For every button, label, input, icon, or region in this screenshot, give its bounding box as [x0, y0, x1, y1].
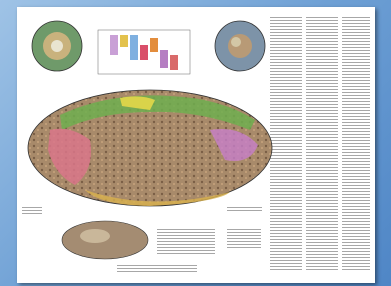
index-map — [62, 221, 148, 259]
page — [0, 0, 391, 286]
north-polar-map — [32, 21, 82, 71]
correlation-chart — [98, 30, 190, 74]
map-graphics — [0, 0, 391, 286]
south-polar-map — [215, 21, 265, 71]
global-geologic-map — [28, 90, 272, 206]
